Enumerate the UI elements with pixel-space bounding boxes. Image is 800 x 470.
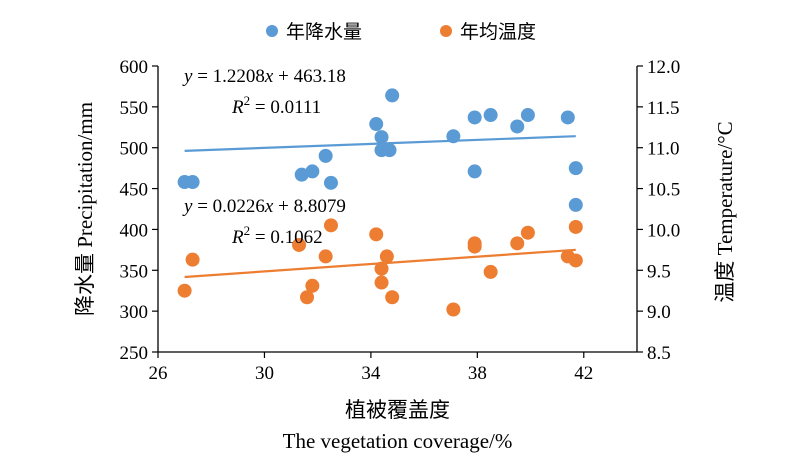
data-point: [323, 218, 338, 233]
data-point: [379, 249, 394, 264]
data-point: [294, 167, 309, 182]
data-point: [510, 119, 525, 134]
legend-label: 年均温度: [460, 21, 536, 43]
right-tick-label: 12.0: [647, 57, 680, 78]
data-point: [374, 130, 389, 145]
right-tick-label: 9.0: [647, 302, 671, 323]
data-point: [446, 129, 461, 144]
data-point: [385, 290, 400, 305]
x-axis-title-en: The vegetation coverage/%: [283, 429, 513, 453]
data-point: [520, 225, 535, 240]
data-points: [177, 88, 583, 317]
left-tick-label: 350: [120, 261, 149, 282]
data-point: [292, 237, 307, 252]
data-point: [560, 110, 575, 125]
left-tick-label: 250: [120, 343, 149, 364]
trendline-equation: y = 1.2208x + 463.18: [182, 66, 346, 87]
left-tick-label: 300: [120, 302, 149, 323]
data-point: [568, 197, 583, 212]
data-point: [568, 219, 583, 234]
right-tick-label: 10.5: [647, 180, 680, 201]
data-point: [446, 302, 461, 317]
left-tick-label: 600: [120, 57, 149, 78]
data-point: [185, 252, 200, 267]
legend: 年降水量 年均温度: [266, 21, 536, 43]
data-point: [382, 143, 397, 158]
data-point: [467, 239, 482, 254]
y-left-axis-title: 降水量 Precipitation/mm: [73, 102, 97, 316]
right-tick-label: 9.5: [647, 261, 671, 282]
data-point: [369, 117, 384, 132]
data-point: [568, 161, 583, 176]
data-point: [177, 283, 192, 298]
x-axis-title-cn: 植被覆盖度: [345, 398, 450, 422]
data-point: [305, 278, 320, 293]
legend-marker: [440, 25, 452, 37]
data-point: [318, 148, 333, 163]
data-point: [369, 227, 384, 242]
data-point: [467, 164, 482, 179]
data-point: [385, 88, 400, 103]
left-tick-label: 550: [120, 98, 149, 119]
right-tick-label: 10.0: [647, 220, 680, 241]
x-tick-label: 42: [574, 363, 593, 384]
x-tick-label: 34: [361, 363, 381, 384]
y-right-axis-title: 温度 Temperature/°C: [713, 121, 737, 302]
trendline-equation: y = 0.0226x + 8.8079: [182, 196, 346, 217]
data-point: [510, 236, 525, 251]
left-tick-label: 400: [120, 220, 149, 241]
data-point: [483, 108, 498, 123]
left-tick-label: 450: [120, 180, 149, 201]
left-tick-label: 500: [120, 139, 149, 160]
right-tick-label: 11.0: [647, 139, 680, 160]
trendline-r2: R2 = 0.0111: [231, 93, 321, 118]
data-point: [300, 290, 315, 305]
data-point: [374, 275, 389, 290]
right-tick-label: 11.5: [647, 98, 680, 119]
data-point: [520, 108, 535, 123]
data-point: [374, 261, 389, 276]
legend-label: 年降水量: [286, 21, 362, 43]
data-point: [318, 249, 333, 264]
data-point: [483, 264, 498, 279]
x-tick-label: 26: [149, 363, 168, 384]
data-point: [185, 175, 200, 190]
data-point: [568, 253, 583, 268]
axes: 250 300 350 400 450 500 550 600 8.5 9.0 9.5 10.0 10.…: [73, 57, 737, 453]
data-point: [467, 110, 482, 125]
x-tick-label: 38: [468, 363, 487, 384]
x-tick-label: 30: [255, 363, 274, 384]
equations: y = 1.2208x + 463.18 R2 = 0.0111 y = 0.022…: [182, 66, 346, 248]
right-tick-label: 8.5: [647, 343, 671, 364]
legend-marker: [266, 25, 278, 37]
data-point: [323, 175, 338, 190]
data-point: [305, 164, 320, 179]
trendline-r2: R2 = 0.1062: [231, 223, 323, 248]
